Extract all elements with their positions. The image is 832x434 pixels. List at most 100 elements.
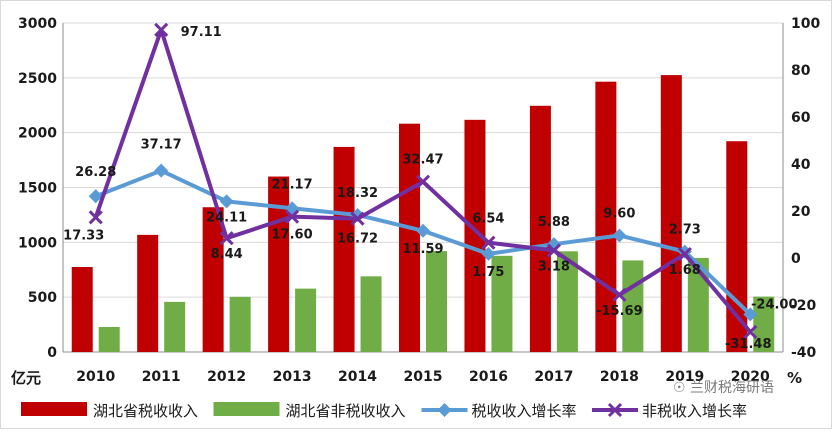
data-label-nontax-growth: 16.72 xyxy=(337,232,378,247)
point-tax-growth xyxy=(88,189,103,204)
bar-tax-revenue xyxy=(333,146,355,352)
point-nontax-growth xyxy=(154,22,169,37)
y-right-tick-label: 80 xyxy=(791,63,811,79)
point-nontax-growth xyxy=(743,324,758,340)
bar-nontax-revenue xyxy=(687,257,709,352)
x-tick-label: 2014 xyxy=(338,369,377,385)
point-nontax-growth xyxy=(350,211,365,226)
point-nontax-growth xyxy=(88,210,103,225)
legend-swatch-0 xyxy=(21,402,87,416)
data-label-tax-growth: -24.00 xyxy=(751,297,798,312)
data-label-nontax-growth: 8.44 xyxy=(211,247,243,262)
wechat-icon: ☉ xyxy=(672,380,686,396)
point-nontax-growth xyxy=(546,243,561,258)
point-nontax-growth xyxy=(612,287,627,302)
bar-tax-revenue xyxy=(71,267,93,352)
data-label-nontax-growth: 17.33 xyxy=(63,228,104,243)
bar-tax-revenue xyxy=(660,75,682,352)
data-label-nontax-growth: 6.54 xyxy=(472,212,504,227)
y-left-tick-label: 2000 xyxy=(18,126,57,142)
bar-nontax-revenue xyxy=(98,326,120,352)
watermark-text: ☉ 兰财税海研语 xyxy=(673,377,774,397)
point-nontax-growth xyxy=(285,209,300,224)
x-tick-label: 2011 xyxy=(142,369,181,385)
bar-tax-revenue xyxy=(529,105,551,352)
data-label-nontax-growth: 1.68 xyxy=(669,263,701,278)
y-right-tick-label: 0 xyxy=(791,251,801,267)
y-right-unit: % xyxy=(787,369,802,387)
bar-tax-revenue xyxy=(137,234,159,352)
y-right-tick-label: -20 xyxy=(791,298,817,314)
data-label-tax-growth: 5.88 xyxy=(538,215,570,230)
point-nontax-growth xyxy=(219,231,234,246)
bar-nontax-revenue xyxy=(360,276,382,352)
x-tick-label: 2013 xyxy=(273,369,312,385)
point-tax-growth xyxy=(154,163,169,178)
point-nontax-growth xyxy=(481,235,496,250)
legend-swatch-1 xyxy=(213,402,280,416)
legend-marker-2 xyxy=(437,403,452,417)
x-tick-label: 2012 xyxy=(207,369,246,385)
y-left-tick-label: 0 xyxy=(47,345,57,361)
data-label-nontax-growth: -15.69 xyxy=(596,304,643,319)
data-label-tax-growth: 37.17 xyxy=(141,138,182,153)
bar-nontax-revenue xyxy=(295,288,317,352)
legend-label: 税收收入增长率 xyxy=(472,402,577,420)
legend-label: 湖北省非税收收入 xyxy=(286,402,406,420)
data-label-tax-growth: 9.60 xyxy=(603,206,635,221)
y-right-tick-label: 60 xyxy=(791,110,811,126)
data-label-tax-growth: 2.73 xyxy=(669,223,701,238)
data-label-nontax-growth: 17.60 xyxy=(272,228,313,243)
data-label-tax-growth: 1.75 xyxy=(472,265,504,280)
x-tick-label: 2018 xyxy=(600,369,639,385)
y-right-tick-label: 20 xyxy=(791,204,811,220)
y-left-tick-label: 2500 xyxy=(18,71,57,87)
x-tick-label: 2019 xyxy=(665,369,704,385)
x-tick-label: 2010 xyxy=(76,369,115,385)
bar-nontax-revenue xyxy=(164,301,186,352)
point-tax-growth xyxy=(219,194,234,209)
point-nontax-growth xyxy=(415,174,431,189)
y-left-tick-label: 1500 xyxy=(18,181,57,197)
data-label-tax-growth: 26.28 xyxy=(75,165,116,180)
bar-nontax-revenue xyxy=(556,251,578,352)
data-label-tax-growth: 21.17 xyxy=(272,177,313,192)
bar-tax-revenue xyxy=(399,123,420,352)
x-tick-label: 2017 xyxy=(534,369,573,385)
y-right-tick-label: -40 xyxy=(791,345,817,361)
bar-tax-revenue xyxy=(202,207,224,352)
legend-label: 湖北省税收收入 xyxy=(93,402,198,420)
legend-label: 非税收入增长率 xyxy=(642,402,747,420)
point-nontax-growth xyxy=(677,246,692,262)
point-tax-growth xyxy=(612,228,627,243)
point-tax-growth xyxy=(416,223,430,238)
point-tax-growth xyxy=(481,246,496,261)
point-tax-growth xyxy=(743,307,758,322)
x-tick-label: 2015 xyxy=(404,369,443,385)
x-tick-label: 2016 xyxy=(469,369,508,385)
bar-tax-revenue xyxy=(268,176,290,352)
y-left-tick-label: 3000 xyxy=(18,16,57,32)
y-right-tick-label: 40 xyxy=(791,157,811,173)
bar-tax-revenue xyxy=(726,141,748,352)
data-label-tax-growth: 11.59 xyxy=(402,242,443,257)
data-label-nontax-growth: -31.48 xyxy=(725,337,772,352)
data-label-tax-growth: 18.32 xyxy=(337,186,378,201)
bar-nontax-revenue xyxy=(229,296,251,352)
x-tick-label: 2020 xyxy=(731,369,770,385)
y-left-unit: 亿元 xyxy=(11,369,41,387)
y-right-tick-label: 100 xyxy=(791,16,820,32)
data-label-nontax-growth: 3.18 xyxy=(538,260,570,275)
legend-marker-3 xyxy=(607,402,623,418)
watermark-label: 兰财税海研语 xyxy=(690,380,774,396)
bar-nontax-revenue xyxy=(753,296,775,352)
data-label-nontax-growth: 32.47 xyxy=(402,153,443,168)
data-label-tax-growth: 24.11 xyxy=(206,210,247,225)
bar-tax-revenue xyxy=(464,119,486,352)
y-left-tick-label: 500 xyxy=(28,290,57,306)
data-label-nontax-growth: 97.11 xyxy=(181,25,222,40)
y-left-tick-label: 1000 xyxy=(18,235,57,251)
bar-nontax-revenue xyxy=(491,255,513,352)
